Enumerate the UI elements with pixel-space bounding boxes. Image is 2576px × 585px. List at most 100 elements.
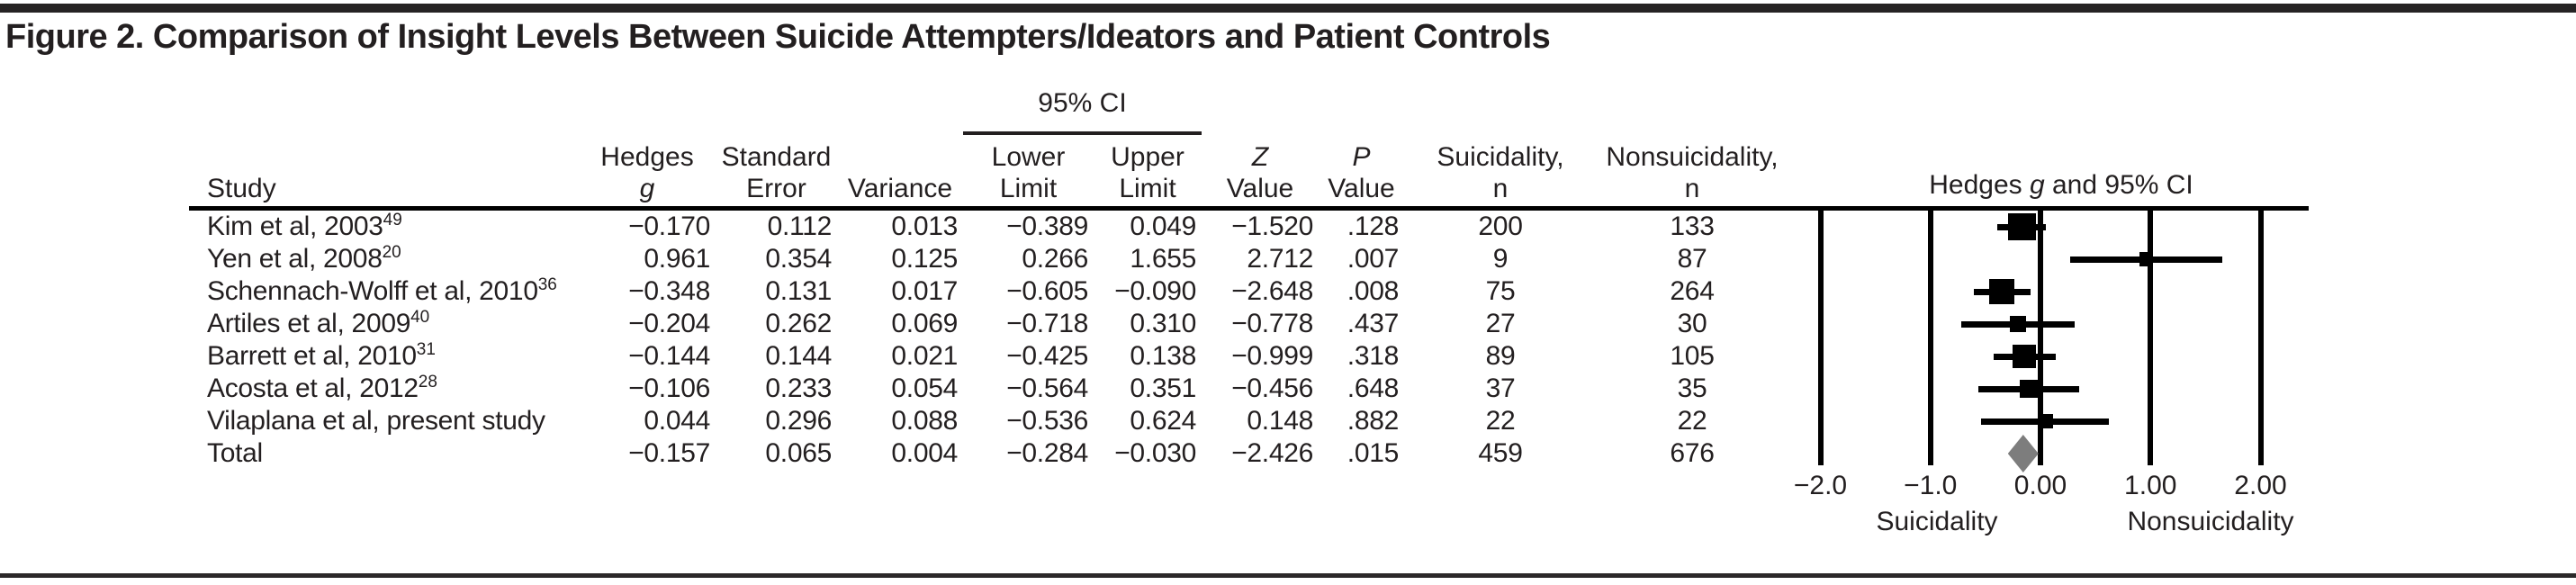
top-rule xyxy=(0,4,2576,13)
hedges-g-cell: −0.106 xyxy=(628,374,710,403)
hedges-g-cell: −0.348 xyxy=(628,276,710,306)
axis-tick-label: 0.00 xyxy=(2013,471,2067,500)
z-value-cell: −2.426 xyxy=(1231,438,1313,468)
p-value-cell: .015 xyxy=(1347,438,1400,468)
reference-superscript: 31 xyxy=(416,340,436,359)
effect-size-square xyxy=(1989,279,2015,304)
standard-error-cell: 0.354 xyxy=(765,244,832,274)
axis-region-label-suicidality: Suicidality xyxy=(1876,507,1998,536)
p-value-cell: .128 xyxy=(1347,212,1400,241)
reference-superscript: 36 xyxy=(537,275,557,294)
axis-gridline xyxy=(1817,211,1824,465)
upper-limit-cell: 0.624 xyxy=(1130,406,1196,436)
effect-size-square xyxy=(2013,345,2037,368)
upper-limit-cell: −0.090 xyxy=(1114,276,1196,306)
forest-plot-area: −2.0 −1.0 0.00 1.00 2.00 Suicidality Nonsuicid… xyxy=(1755,206,2349,566)
table-row: Artiles et al, 200940 −0.204 0.262 0.069 −0.… xyxy=(205,308,1788,340)
axis-gridline xyxy=(1927,211,1933,465)
nonsuicidality-n-cell: 264 xyxy=(1670,276,1715,306)
col-header-p-value: P Value xyxy=(1328,142,1395,203)
suicidality-n-cell: 22 xyxy=(1485,406,1516,436)
col-header-lower-limit: Lower Limit xyxy=(991,142,1066,203)
hedges-g-cell: −0.204 xyxy=(628,309,710,338)
reference-superscript: 20 xyxy=(382,243,401,262)
lower-limit-cell: 0.266 xyxy=(1022,244,1088,274)
plot-title: Hedges g and 95% CI xyxy=(1929,170,2193,200)
study-name-cell: Total xyxy=(207,438,263,468)
z-value-cell: 0.148 xyxy=(1247,406,1313,436)
suicidality-n-cell: 27 xyxy=(1485,309,1516,338)
variance-cell: 0.013 xyxy=(891,212,958,241)
reference-superscript: 28 xyxy=(418,373,437,392)
table-row: Schennach-Wolff et al, 201036 −0.348 0.131… xyxy=(205,275,1788,308)
table-row: Vilaplana et al, present study 0.044 0.296… xyxy=(205,405,1788,437)
lower-limit-cell: −0.718 xyxy=(1006,309,1088,338)
column-headers: Study Hedges g Standard Error Variance L… xyxy=(205,81,1788,206)
variance-cell: 0.054 xyxy=(891,374,958,403)
variance-cell: 0.021 xyxy=(891,341,958,371)
axis-tick-label: 2.00 xyxy=(2234,471,2287,500)
lower-limit-cell: −0.564 xyxy=(1006,374,1088,403)
z-value-cell: −1.520 xyxy=(1231,212,1313,241)
lower-limit-cell: −0.389 xyxy=(1006,212,1088,241)
suicidality-n-cell: 75 xyxy=(1485,276,1516,306)
upper-limit-cell: 0.310 xyxy=(1130,309,1196,338)
variance-cell: 0.125 xyxy=(891,244,958,274)
upper-limit-cell: −0.030 xyxy=(1114,438,1196,468)
z-value-cell: 2.712 xyxy=(1247,244,1313,274)
p-value-cell: .437 xyxy=(1347,309,1400,338)
p-value-cell: .648 xyxy=(1347,374,1400,403)
standard-error-cell: 0.112 xyxy=(767,212,833,241)
hedges-g-cell: 0.961 xyxy=(644,244,710,274)
hedges-g-cell: −0.170 xyxy=(628,212,710,241)
study-name-cell: Barrett et al, 201031 xyxy=(207,340,436,371)
hedges-g-cell: 0.044 xyxy=(644,406,710,436)
z-value-cell: −0.999 xyxy=(1231,341,1313,371)
pooled-effect-diamond xyxy=(2007,435,2039,472)
suicidality-n-cell: 459 xyxy=(1478,438,1523,468)
effect-size-square xyxy=(2139,252,2154,266)
upper-limit-cell: 0.138 xyxy=(1130,341,1196,371)
ci-spanner-underline xyxy=(963,131,1202,135)
table-body: Kim et al, 200349 −0.170 0.112 0.013 −0.389 0… xyxy=(205,211,1788,470)
upper-limit-cell: 1.655 xyxy=(1130,244,1196,274)
axis-tick-label: −2.0 xyxy=(1793,471,1848,500)
standard-error-cell: 0.144 xyxy=(765,341,832,371)
hedges-g-cell: −0.144 xyxy=(628,341,710,371)
col-header-suicidality-n: Suicidality, n xyxy=(1437,142,1564,203)
p-value-cell: .318 xyxy=(1347,341,1400,371)
variance-cell: 0.069 xyxy=(891,309,958,338)
nonsuicidality-n-cell: 30 xyxy=(1677,309,1707,338)
z-value-cell: −0.456 xyxy=(1231,374,1313,403)
standard-error-cell: 0.131 xyxy=(765,276,832,306)
col-header-variance: Variance xyxy=(847,174,953,203)
suicidality-n-cell: 37 xyxy=(1485,374,1516,403)
suicidality-n-cell: 200 xyxy=(1478,212,1523,241)
axis-gridline xyxy=(2148,211,2154,465)
p-value-cell: .008 xyxy=(1347,276,1400,306)
variance-cell: 0.004 xyxy=(891,438,958,468)
standard-error-cell: 0.262 xyxy=(765,309,832,338)
col-header-standard-error: Standard Error xyxy=(721,142,832,203)
variance-cell: 0.017 xyxy=(891,276,958,306)
header-rule xyxy=(189,206,2309,211)
study-name-cell: Kim et al, 200349 xyxy=(207,211,402,241)
reference-superscript: 40 xyxy=(410,308,430,327)
bottom-rule xyxy=(0,573,2576,578)
axis-gridline xyxy=(2038,211,2043,465)
variance-cell: 0.088 xyxy=(891,406,958,436)
figure-title: Figure 2. Comparison of Insight Levels B… xyxy=(5,18,1551,56)
table-row: Kim et al, 200349 −0.170 0.112 0.013 −0.389 0… xyxy=(205,211,1788,243)
z-value-cell: −2.648 xyxy=(1231,276,1313,306)
axis-tick-label: 1.00 xyxy=(2124,471,2177,500)
nonsuicidality-n-cell: 676 xyxy=(1670,438,1715,468)
upper-limit-cell: 0.049 xyxy=(1130,212,1196,241)
table-row-total: Total −0.157 0.065 0.004 −0.284 −0.030 −2.426.… xyxy=(205,437,1788,470)
effect-size-square xyxy=(2020,380,2038,398)
table-row: Barrett et al, 201031 −0.144 0.144 0.021 −0.… xyxy=(205,340,1788,373)
axis-region-label-nonsuicidality: Nonsuicidality xyxy=(2127,507,2294,536)
axis-gridline xyxy=(2257,211,2264,465)
nonsuicidality-n-cell: 133 xyxy=(1670,212,1715,241)
hedges-g-cell: −0.157 xyxy=(628,438,710,468)
